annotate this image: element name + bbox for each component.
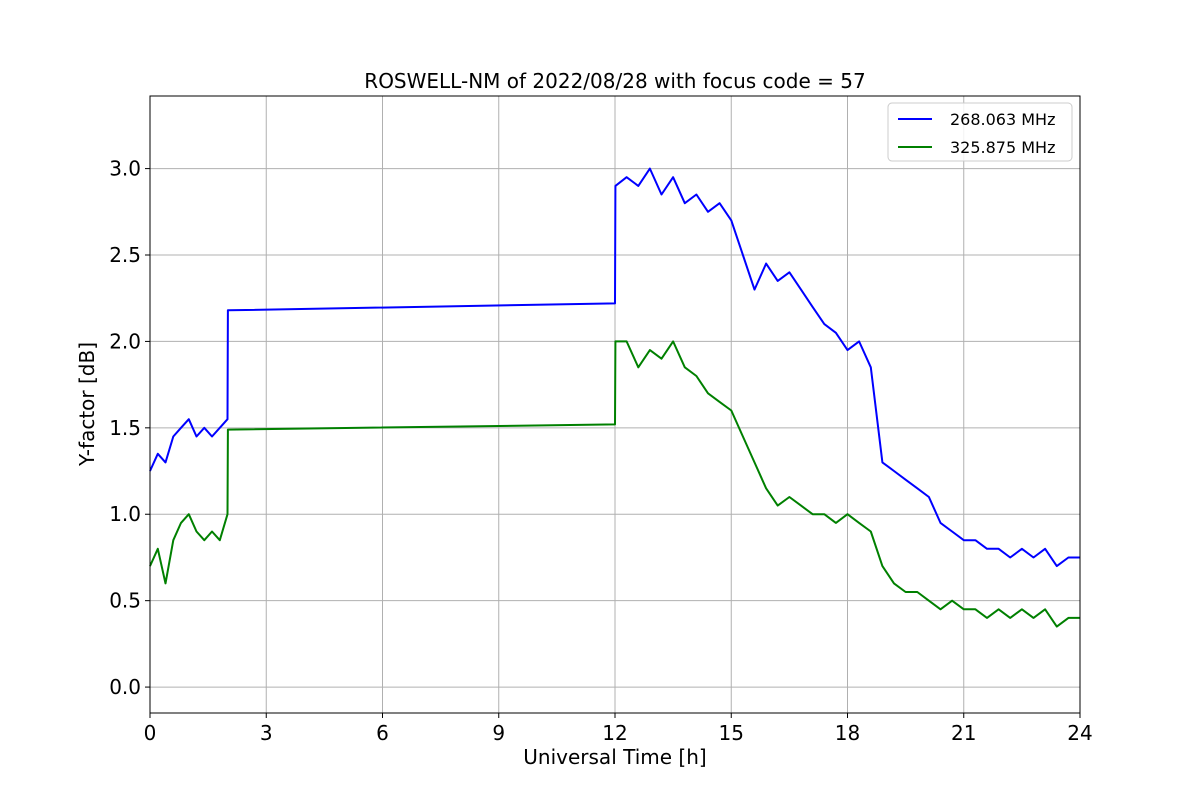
x-tick-label-3: 9 <box>492 721 505 745</box>
x-tick-label-4: 12 <box>602 721 627 745</box>
chart-title: ROSWELL-NM of 2022/08/28 with focus code… <box>364 69 865 93</box>
ticks: 0 3 6 9 12 15 18 21 24 0.0 0.5 1.0 1.5 2.0 2.5 3.0 <box>109 157 1093 745</box>
series-line-0 <box>149 167 1080 568</box>
legend-box <box>887 102 1073 162</box>
x-tick-label-6: 18 <box>835 721 860 745</box>
series-line-1 <box>149 340 1080 628</box>
x-tick-label-5: 15 <box>719 721 744 745</box>
y-tick-label-0: 0.0 <box>109 675 141 699</box>
y-tick-label-5: 2.5 <box>109 243 141 267</box>
x-tick-label-7: 21 <box>951 721 976 745</box>
series-lines <box>149 167 1080 628</box>
y-tick-label-3: 1.5 <box>109 416 141 440</box>
x-tick-label-2: 6 <box>376 721 389 745</box>
y-tick-label-6: 3.0 <box>109 157 141 181</box>
x-axis-label: Universal Time [h] <box>523 745 706 769</box>
y-tick-label-2: 1.0 <box>109 502 141 526</box>
y-axis-label: Y-factor [dB] <box>75 342 99 467</box>
x-tick-label-0: 0 <box>144 721 157 745</box>
legend-label-325: 325.875 MHz <box>950 138 1055 157</box>
legend-label-268: 268.063 MHz <box>950 110 1055 129</box>
y-tick-label-4: 2.0 <box>109 329 141 353</box>
x-tick-label-8: 24 <box>1067 721 1092 745</box>
x-tick-label-1: 3 <box>260 721 273 745</box>
y-tick-label-1: 0.5 <box>109 589 141 613</box>
legend: 268.063 MHz 325.875 MHz <box>887 102 1073 162</box>
